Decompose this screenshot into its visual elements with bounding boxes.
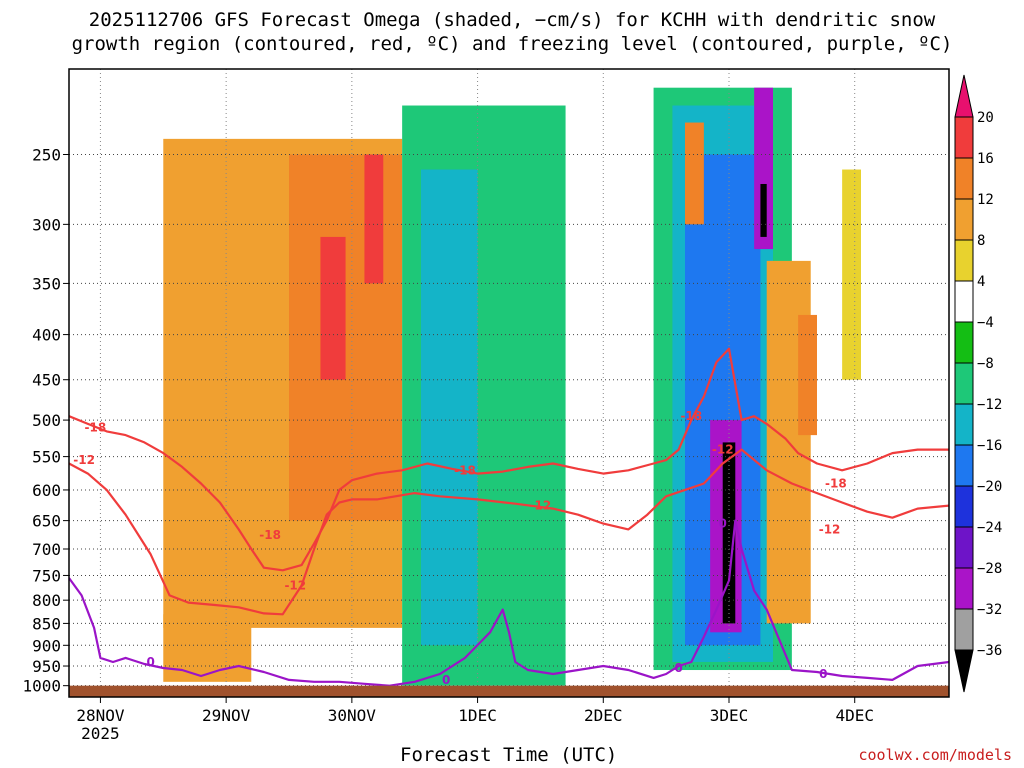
omega-region-13 xyxy=(760,183,767,237)
y-axis: 250 300 350 400 450 500 550 600 650 700 750 800 850 9… xyxy=(22,145,69,696)
contour-label-11: 0 xyxy=(442,673,450,687)
colorbar-swatch-5 xyxy=(954,321,974,364)
y-tick-label-6: 550 xyxy=(32,448,61,467)
contour-label-9: -12 xyxy=(819,522,841,536)
y-tick-label-10: 750 xyxy=(32,566,61,585)
contour-label-5: -12 xyxy=(530,499,552,513)
colorbar-swatch-3 xyxy=(954,239,974,282)
colorbar-label-9: −20 xyxy=(977,479,1002,495)
colorbar-label-5: −4 xyxy=(977,315,994,331)
x-tick-label-2: 30NOV xyxy=(328,706,377,725)
x-tick-label-3: 1DEC xyxy=(458,706,497,725)
colorbar-swatch-9 xyxy=(954,485,974,528)
contour-label-14: 0 xyxy=(819,667,827,681)
colorbar-swatch-11 xyxy=(954,567,974,610)
x-tick-sublabel-0: 2025 xyxy=(81,724,120,743)
x-tick-label-1: 29NOV xyxy=(202,706,251,725)
colorbar-swatch-7 xyxy=(954,403,974,446)
omega-region-3 xyxy=(364,154,384,284)
y-tick-label-5: 500 xyxy=(32,411,61,430)
contour-label-7: -12 xyxy=(712,443,734,457)
omega-region-17 xyxy=(842,169,861,380)
colorbar-label-0: 20 xyxy=(977,110,994,126)
omega-region-6 xyxy=(421,169,478,646)
y-tick-label-15: 1000 xyxy=(22,677,61,696)
colorbar-label-12: −32 xyxy=(977,602,1002,618)
x-tick-label-5: 3DEC xyxy=(710,706,749,725)
y-tick-label-14: 950 xyxy=(32,657,61,676)
x-tick-label-0: 28NOV xyxy=(76,706,125,725)
colorbar-label-10: −24 xyxy=(977,520,1002,536)
colorbar-label-7: −12 xyxy=(977,397,1002,413)
omega-region-4 xyxy=(163,614,252,682)
colorbar-top-triangle xyxy=(954,74,974,118)
omega-region-11 xyxy=(722,442,736,624)
colorbar-label-13: −36 xyxy=(977,643,1002,659)
y-tick-label-12: 850 xyxy=(32,614,61,633)
y-tick-label-2: 350 xyxy=(32,274,61,293)
colorbar-label-3: 8 xyxy=(977,233,985,249)
y-tick-label-0: 250 xyxy=(32,145,61,164)
omega-region-2 xyxy=(320,236,346,380)
y-tick-label-9: 700 xyxy=(32,540,61,559)
colorbar-label-1: 16 xyxy=(977,151,994,167)
colorbar-bottom-triangle xyxy=(954,649,974,693)
terrain xyxy=(69,685,949,697)
y-tick-label-1: 300 xyxy=(32,215,61,234)
x-axis-title: Forecast Time (UTC) xyxy=(400,744,618,766)
y-tick-label-8: 650 xyxy=(32,512,61,531)
contour-label-4: -18 xyxy=(454,463,476,477)
omega-region-16 xyxy=(798,314,817,436)
contour-label-1: -12 xyxy=(73,453,95,467)
contour-freezing-level xyxy=(69,519,949,687)
y-tick-label-4: 450 xyxy=(32,371,61,390)
colorbar-swatch-10 xyxy=(954,526,974,569)
contour-label-3: -12 xyxy=(284,579,306,593)
contour-label-8: -18 xyxy=(825,477,847,491)
contour-dgz-18 xyxy=(69,347,949,572)
omega-region-14 xyxy=(685,122,704,225)
contour-label-0: -18 xyxy=(85,421,107,435)
colorbar-label-4: 4 xyxy=(977,274,985,290)
y-tick-label-13: 900 xyxy=(32,636,61,655)
colorbar-swatch-1 xyxy=(954,157,974,200)
chart-title-line-1: 2025112706 GFS Forecast Omega (shaded, −… xyxy=(88,9,936,31)
contour-label-13: 0 xyxy=(675,661,683,675)
credit-link[interactable]: coolwx.com/models xyxy=(858,746,1012,764)
colorbar: 20 16 12 8 4 −4 −8 −12 −16 −20 −24 −28 −32 −36 xyxy=(954,74,1002,693)
colorbar-swatch-12 xyxy=(954,608,974,651)
contour-label-6: -18 xyxy=(680,409,702,423)
x-tick-label-4: 2DEC xyxy=(584,706,623,725)
colorbar-swatch-4 xyxy=(954,280,974,323)
contour-label-10: 0 xyxy=(147,655,155,669)
chart-title-line-2: growth region (contoured, red, ºC) and f… xyxy=(71,33,953,55)
contour-lines xyxy=(69,347,949,687)
terrain-strip xyxy=(69,685,949,697)
colorbar-label-8: −16 xyxy=(977,438,1002,454)
x-tick-label-6: 4DEC xyxy=(835,706,874,725)
colorbar-swatch-2 xyxy=(954,198,974,241)
colorbar-label-6: −8 xyxy=(977,356,994,372)
colorbar-swatch-8 xyxy=(954,444,974,487)
colorbar-label-2: 12 xyxy=(977,192,994,208)
y-tick-label-7: 600 xyxy=(32,481,61,500)
colorbar-label-11: −28 xyxy=(977,561,1002,577)
omega-region-12 xyxy=(754,87,773,250)
plot-frame xyxy=(68,68,950,698)
colorbar-swatch-0 xyxy=(954,116,974,159)
contour-label-12: 0 xyxy=(719,517,727,531)
y-tick-label-11: 800 xyxy=(32,591,61,610)
contour-labels: -18 -12 -18 -12 -18 -12 -18 -12 -18 -12 0 0 0 0 0 xyxy=(73,409,846,687)
contour-label-2: -18 xyxy=(259,528,281,542)
colorbar-swatch-6 xyxy=(954,362,974,405)
grid-lines xyxy=(69,69,949,697)
y-tick-label-3: 400 xyxy=(32,326,61,345)
omega-shading xyxy=(163,87,861,686)
contour-dgz-12 xyxy=(69,448,949,616)
